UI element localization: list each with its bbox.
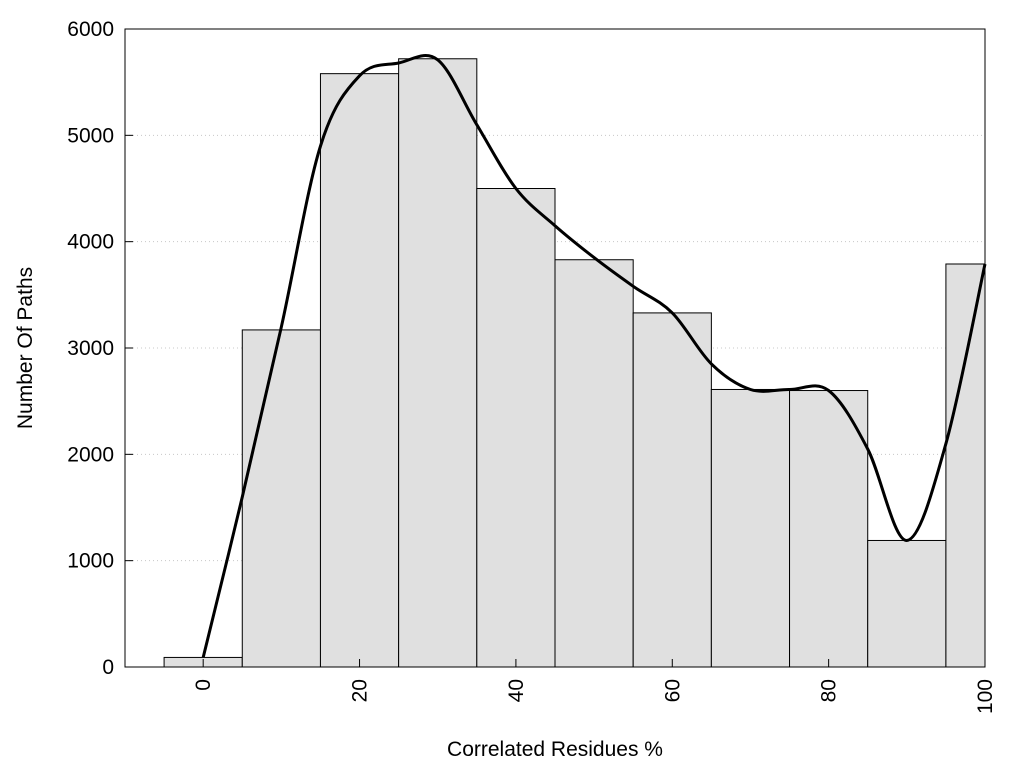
x-tick-label: 20 <box>349 679 372 702</box>
y-axis: 0 1000 2000 3000 4000 5000 6000 <box>67 18 133 679</box>
y-tick-label: 1000 <box>67 550 114 573</box>
bar-20 <box>319 73 400 668</box>
x-axis: 0 20 40 60 80 100 <box>192 659 997 714</box>
bar-60 <box>632 312 712 668</box>
bar-10 <box>241 329 321 668</box>
y-tick-label: 5000 <box>67 124 114 147</box>
y-tick-label: 6000 <box>67 18 114 41</box>
bar-50 <box>554 259 634 668</box>
trend-line <box>201 54 987 658</box>
x-tick-label: 100 <box>974 679 997 714</box>
x-tick-label: 40 <box>505 679 528 702</box>
y-tick-label: 3000 <box>67 337 114 360</box>
x-tick-label: 0 <box>192 679 215 691</box>
bar-70 <box>710 388 791 668</box>
bar-90 <box>867 539 947 668</box>
bars <box>163 58 986 668</box>
y-tick-label: 4000 <box>67 231 114 254</box>
bar-80 <box>789 390 869 668</box>
y-tick-label: 0 <box>102 656 114 679</box>
x-tick-label: 80 <box>818 679 841 702</box>
bar-30 <box>398 58 478 668</box>
trend-line-layer <box>201 54 987 658</box>
y-tick-label: 2000 <box>67 443 114 466</box>
bar-100 <box>945 263 986 668</box>
x-tick-label: 60 <box>661 679 684 702</box>
x-axis-title: Correlated Residues % <box>447 738 663 761</box>
bar-40 <box>476 188 556 668</box>
y-axis-title: Number Of Paths <box>14 267 37 429</box>
